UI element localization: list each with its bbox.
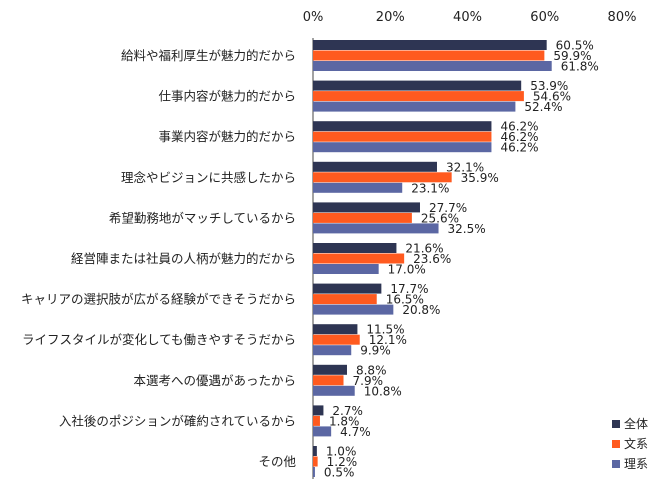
data-label: 1.2% <box>327 455 358 469</box>
category-label: ライフスタイルが変化しても働きやすそうだから <box>22 332 296 347</box>
x-tick-label: 80% <box>608 10 637 25</box>
data-label: 12.1% <box>369 333 407 347</box>
data-label: 61.8% <box>561 60 599 74</box>
category-label: 希望勤務地がマッチしているから <box>109 210 296 225</box>
data-label: 1.8% <box>329 414 360 428</box>
legend-swatch <box>612 460 620 468</box>
bar <box>313 446 317 456</box>
bar <box>313 304 394 315</box>
category-label: 事業内容が魅力的だから <box>158 129 296 144</box>
bar <box>313 426 332 437</box>
bar <box>313 80 522 91</box>
data-label: 32.1% <box>446 160 484 174</box>
data-label: 7.9% <box>353 374 384 388</box>
x-tick-label: 20% <box>376 10 405 25</box>
x-tick-label: 40% <box>453 10 482 25</box>
bar <box>313 456 318 467</box>
legend-label: 文系 <box>624 436 648 451</box>
bar <box>313 364 347 375</box>
data-label: 17.0% <box>388 263 426 277</box>
data-label: 8.8% <box>356 363 387 377</box>
category-label: 入社後のポジションが確約されているから <box>59 413 296 428</box>
data-label: 17.7% <box>390 282 428 296</box>
bar <box>313 182 403 193</box>
data-label: 21.6% <box>405 242 443 256</box>
bar <box>313 385 355 396</box>
data-label: 46.2% <box>500 141 538 155</box>
data-label: 32.5% <box>448 222 486 236</box>
bar <box>313 61 552 71</box>
bar <box>313 415 320 426</box>
bar <box>313 375 344 386</box>
data-label: 46.2% <box>500 120 538 134</box>
x-tick-label: 60% <box>530 10 559 25</box>
category-label: 理念やビジョンに共感したから <box>121 170 296 185</box>
bar <box>313 345 352 356</box>
bar <box>313 334 360 345</box>
bar <box>313 467 315 477</box>
category-label: 本選考への優遇があったから <box>133 373 296 388</box>
bar <box>313 253 405 264</box>
data-label: 23.6% <box>413 252 451 266</box>
bar <box>313 223 439 234</box>
data-label: 20.8% <box>402 303 440 317</box>
data-label: 54.6% <box>533 90 571 104</box>
bar <box>313 91 524 102</box>
bar <box>313 161 437 172</box>
bar <box>313 121 492 132</box>
data-label: 35.9% <box>461 171 499 185</box>
data-label: 4.7% <box>340 425 371 439</box>
category-label: 経営陣または社員の人柄が魅力的だから <box>71 251 296 266</box>
bar <box>313 101 516 112</box>
bar <box>313 131 492 142</box>
bar <box>313 294 377 305</box>
category-label: 給料や福利厚生が魅力的だから <box>121 48 296 63</box>
bar <box>313 283 382 294</box>
data-label: 11.5% <box>366 323 404 337</box>
data-label: 53.9% <box>530 79 568 93</box>
data-label: 52.4% <box>524 100 562 114</box>
x-tick-label: 0% <box>303 10 324 25</box>
data-label: 23.1% <box>411 181 449 195</box>
bar <box>313 324 358 335</box>
bar <box>313 142 492 153</box>
data-label: 0.5% <box>324 466 355 480</box>
bar <box>313 40 547 50</box>
data-label: 16.5% <box>386 293 424 307</box>
data-label: 46.2% <box>500 130 538 144</box>
bar <box>313 202 420 213</box>
data-label: 1.0% <box>326 445 357 459</box>
legend-label: 理系 <box>624 457 648 471</box>
data-label: 10.8% <box>364 384 402 398</box>
legend-label: 全体 <box>624 416 648 431</box>
bar <box>313 243 397 253</box>
legend-swatch <box>612 420 620 428</box>
data-label: 59.9% <box>553 49 591 63</box>
category-label: 仕事内容が魅力的だから <box>158 89 296 104</box>
bar <box>313 405 324 416</box>
legend-swatch <box>612 440 620 448</box>
bar <box>313 212 412 223</box>
data-label: 27.7% <box>429 201 467 215</box>
data-label: 9.9% <box>360 344 391 358</box>
bar <box>313 264 379 274</box>
category-label: その他 <box>258 454 296 469</box>
data-label: 2.7% <box>332 404 363 418</box>
data-label: 60.5% <box>556 39 594 53</box>
category-label: キャリアの選択肢が広がる経験ができそうだから <box>21 292 296 307</box>
bar <box>313 172 452 183</box>
data-label: 25.6% <box>421 211 459 225</box>
bar <box>313 50 545 61</box>
